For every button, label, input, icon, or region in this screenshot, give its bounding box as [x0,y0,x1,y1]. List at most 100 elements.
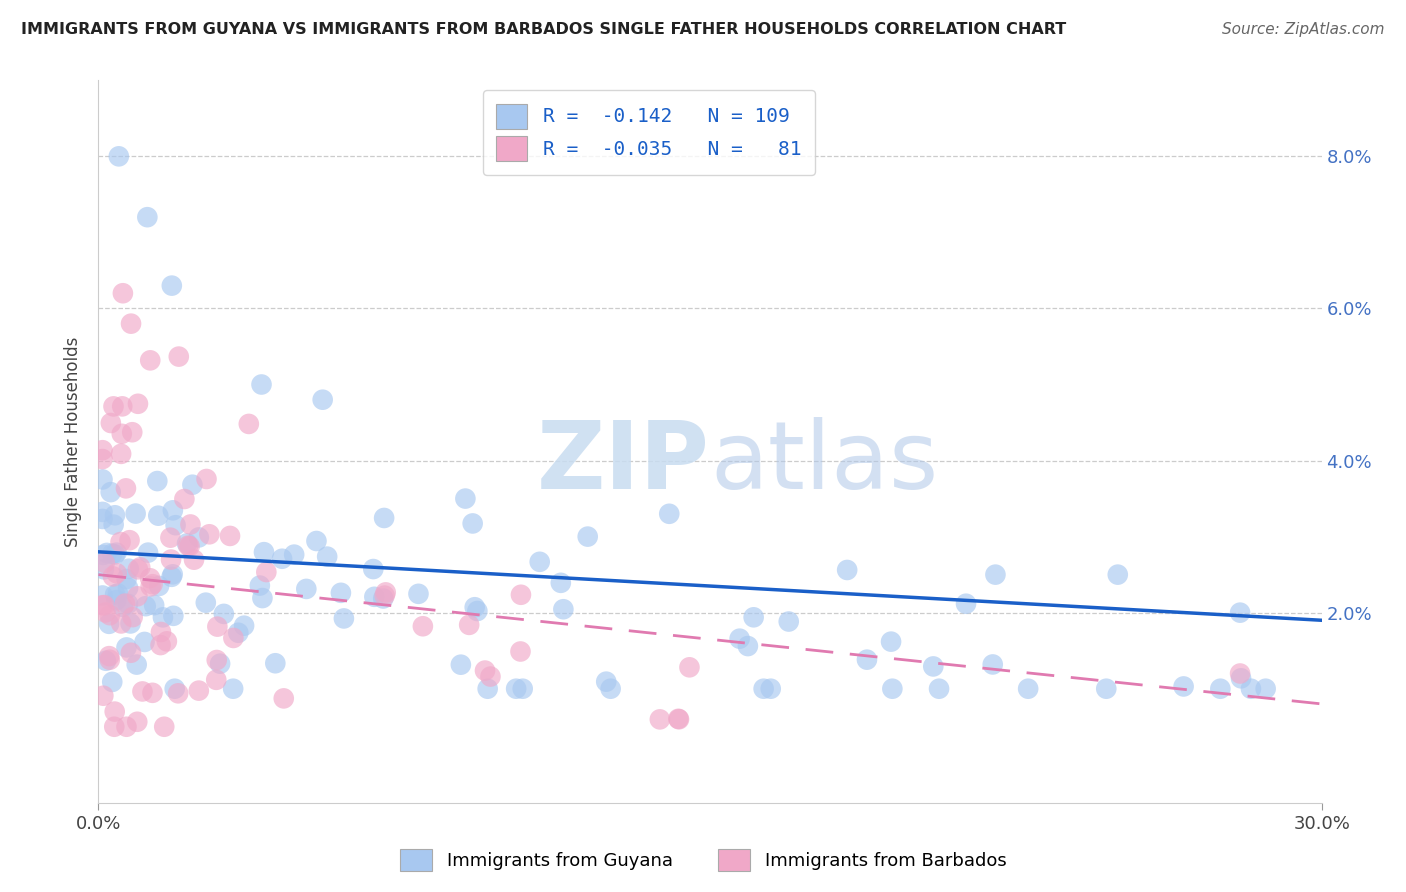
Point [125,657,148,672]
Point [837,563,859,577]
Text: IMMIGRANTS FROM GUYANA VS IMMIGRANTS FROM BARBADOS SINGLE FATHER HOUSEHOLDS CORR: IMMIGRANTS FROM GUYANA VS IMMIGRANTS FRO… [21,22,1066,37]
Point [142,577,165,591]
Point [512,681,534,696]
Point [110,616,132,631]
Point [93,689,115,703]
Point [922,659,945,673]
Point [648,712,671,726]
Point [450,657,472,672]
Point [127,562,149,576]
Point [412,619,434,633]
Point [205,673,228,687]
Point [228,625,250,640]
Point [148,508,170,523]
Point [162,567,184,582]
Legend: R =  -0.142   N = 109, R =  -0.035   N =   81: R = -0.142 N = 109, R = -0.035 N = 81 [482,90,815,175]
Point [156,634,179,648]
Point [91,512,114,526]
Point [104,705,127,719]
Point [510,588,533,602]
Point [111,599,134,614]
Point [146,474,169,488]
Point [159,531,181,545]
Point [139,353,162,368]
Point [111,286,134,301]
Point [666,712,689,726]
Point [505,681,527,696]
Point [205,653,228,667]
Point [179,539,201,553]
Point [94,606,117,620]
Point [479,669,502,683]
Point [101,569,124,583]
Point [105,593,128,607]
Point [118,562,141,576]
Point [329,586,352,600]
Point [233,618,256,632]
Point [880,634,903,648]
Point [107,586,129,600]
Point [194,596,217,610]
Point [595,674,617,689]
Point [250,377,273,392]
Point [141,686,163,700]
Point [254,565,277,579]
Point [98,649,121,664]
Point [222,681,245,696]
Point [149,625,172,640]
Point [110,535,132,549]
Point [105,546,128,560]
Point [316,549,339,564]
Point [207,619,229,633]
Point [127,589,149,603]
Point [111,400,134,414]
Point [599,681,621,696]
Text: ZIP: ZIP [537,417,710,509]
Y-axis label: Single Father Households: Single Father Households [65,336,83,547]
Point [93,562,115,576]
Point [115,640,138,655]
Point [464,600,486,615]
Point [474,664,496,678]
Point [454,491,477,506]
Point [136,546,159,560]
Point [104,588,127,602]
Point [165,518,187,533]
Point [1229,666,1251,681]
Point [856,653,879,667]
Text: atlas: atlas [710,417,938,509]
Point [148,579,170,593]
Point [160,570,183,584]
Point [752,681,775,696]
Point [127,714,149,729]
Point [173,491,195,506]
Point [728,632,751,646]
Point [928,681,950,696]
Point [295,582,318,596]
Point [678,660,700,674]
Point [115,720,138,734]
Point [103,720,125,734]
Point [529,555,551,569]
Point [136,210,159,224]
Point [104,508,127,523]
Point [1229,606,1251,620]
Point [742,610,765,624]
Point [177,539,200,553]
Point [160,552,183,566]
Point [252,591,274,605]
Point [264,657,287,671]
Point [461,516,484,531]
Point [91,443,114,458]
Point [198,527,221,541]
Point [115,481,138,495]
Point [98,608,121,623]
Point [91,505,114,519]
Point [120,616,142,631]
Point [183,552,205,566]
Point [162,608,184,623]
Point [374,585,396,599]
Point [91,472,114,486]
Point [373,511,395,525]
Point [118,533,141,548]
